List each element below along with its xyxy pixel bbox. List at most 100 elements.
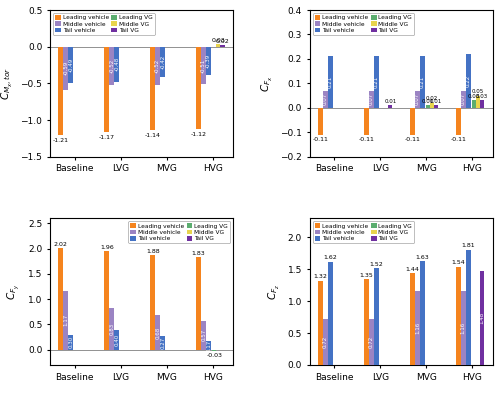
Text: -0.48: -0.48: [114, 57, 119, 71]
Bar: [466, 54, 471, 108]
Legend: Leading vehicle, Middle vehicle, Tail vehicle, Leading VG, Middle VG, Tail VG: Leading vehicle, Middle vehicle, Tail ve…: [312, 13, 414, 35]
Bar: [480, 101, 484, 108]
Text: 1.48: 1.48: [480, 312, 484, 324]
Bar: [110, 308, 114, 350]
Text: -0.03: -0.03: [206, 353, 222, 358]
Text: 0.27: 0.27: [160, 337, 166, 349]
Bar: [328, 57, 333, 108]
Bar: [369, 319, 374, 365]
Text: 1.81: 1.81: [462, 243, 475, 248]
Legend: Leading vehicle, Middle vehicle, Tail vehicle, Leading VG, Middle VG, Tail VG: Leading vehicle, Middle vehicle, Tail ve…: [312, 221, 414, 243]
Text: -0.51: -0.51: [201, 58, 206, 73]
Text: 1.17: 1.17: [64, 314, 68, 326]
Bar: [201, 321, 206, 350]
Text: 0.07: 0.07: [415, 93, 420, 105]
Y-axis label: $C_{F_z}$: $C_{F_z}$: [267, 284, 282, 300]
Text: 0.07: 0.07: [369, 93, 374, 105]
Bar: [374, 268, 379, 365]
Bar: [472, 101, 476, 108]
Bar: [364, 279, 369, 365]
Text: 1.54: 1.54: [452, 260, 465, 265]
Text: -0.11: -0.11: [358, 137, 374, 142]
Bar: [196, 257, 201, 350]
Bar: [318, 281, 323, 365]
Text: 0.22: 0.22: [466, 75, 471, 87]
Bar: [466, 249, 471, 365]
Text: -0.11: -0.11: [312, 137, 328, 142]
Bar: [456, 108, 461, 135]
Legend: Leading vehicle, Middle vehicle, Tail vehicle, Leading VG, Middle VG, Tail VG: Leading vehicle, Middle vehicle, Tail ve…: [128, 221, 230, 243]
Text: -0.11: -0.11: [450, 137, 466, 142]
Text: 1.88: 1.88: [146, 249, 160, 254]
Bar: [155, 47, 160, 85]
Bar: [410, 273, 415, 365]
Bar: [58, 247, 64, 350]
Bar: [434, 105, 438, 108]
Bar: [64, 291, 68, 350]
Bar: [160, 47, 166, 77]
Text: 1.52: 1.52: [370, 262, 384, 267]
Text: -0.49: -0.49: [68, 57, 73, 72]
Text: -1.12: -1.12: [190, 132, 206, 137]
Text: 1.83: 1.83: [192, 251, 205, 256]
Text: 1.63: 1.63: [416, 255, 430, 260]
Bar: [150, 47, 155, 130]
Text: 0.17: 0.17: [206, 339, 211, 352]
Bar: [456, 267, 461, 365]
Text: 1.96: 1.96: [100, 245, 114, 249]
Bar: [480, 271, 484, 365]
Text: 0.57: 0.57: [201, 329, 206, 342]
Text: -0.11: -0.11: [404, 137, 420, 142]
Text: 0.72: 0.72: [369, 336, 374, 348]
Text: 0.03: 0.03: [476, 94, 488, 99]
Bar: [461, 291, 466, 365]
Bar: [430, 103, 434, 108]
Text: 1.35: 1.35: [360, 273, 374, 277]
Bar: [318, 108, 323, 135]
Text: 1.44: 1.44: [406, 267, 419, 272]
Text: -0.59: -0.59: [64, 61, 68, 75]
Y-axis label: $C_{F_y}$: $C_{F_y}$: [6, 284, 22, 300]
Legend: Leading vehicle, Middle vehicle, Tail vehicle, Leading VG, Middle VG, Tail VG: Leading vehicle, Middle vehicle, Tail ve…: [53, 13, 154, 35]
Text: -0.52: -0.52: [110, 59, 114, 73]
Bar: [420, 261, 425, 365]
Bar: [415, 91, 420, 108]
Bar: [364, 108, 369, 135]
Bar: [323, 319, 328, 365]
Bar: [104, 47, 110, 132]
Bar: [160, 336, 166, 350]
Bar: [461, 91, 466, 108]
Y-axis label: $C_{F_x}$: $C_{F_x}$: [260, 75, 274, 91]
Bar: [206, 341, 211, 350]
Bar: [426, 105, 430, 108]
Text: 0.72: 0.72: [323, 336, 328, 348]
Bar: [196, 47, 201, 129]
Bar: [68, 334, 73, 350]
Text: -1.21: -1.21: [53, 138, 69, 143]
Bar: [104, 251, 110, 350]
Text: 0.01: 0.01: [384, 99, 396, 104]
Text: 2.02: 2.02: [54, 241, 68, 247]
Bar: [220, 45, 224, 47]
Bar: [114, 330, 119, 350]
Text: 0.68: 0.68: [155, 326, 160, 339]
Bar: [420, 57, 425, 108]
Bar: [476, 95, 480, 108]
Bar: [201, 47, 206, 84]
Text: 1.16: 1.16: [415, 322, 420, 334]
Bar: [323, 91, 328, 108]
Text: 0.02: 0.02: [426, 96, 438, 101]
Text: 0.21: 0.21: [374, 76, 379, 88]
Bar: [150, 255, 155, 350]
Text: 0.05: 0.05: [472, 89, 484, 94]
Bar: [212, 350, 216, 351]
Bar: [369, 91, 374, 108]
Bar: [374, 57, 379, 108]
Bar: [206, 47, 211, 75]
Bar: [410, 108, 415, 135]
Text: -1.17: -1.17: [99, 136, 115, 140]
Text: 0.07: 0.07: [323, 93, 328, 105]
Bar: [58, 47, 64, 136]
Bar: [114, 47, 119, 82]
Text: 0.30: 0.30: [68, 336, 73, 348]
